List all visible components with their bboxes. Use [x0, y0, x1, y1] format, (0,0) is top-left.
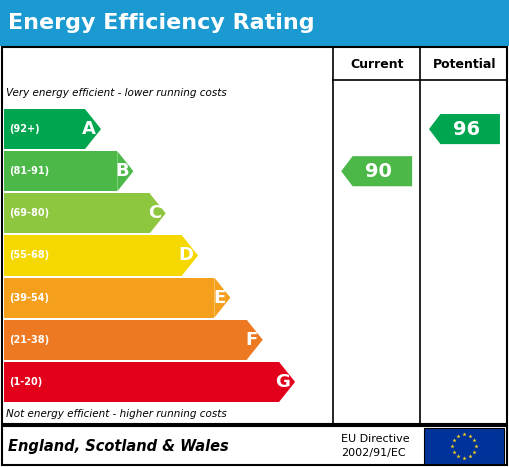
Polygon shape [214, 277, 231, 318]
Text: (69-80): (69-80) [9, 208, 49, 219]
Text: (55-68): (55-68) [9, 250, 49, 261]
Bar [4, 193, 150, 234]
Text: 2002/91/EC: 2002/91/EC [342, 448, 406, 458]
Text: Very energy efficient - lower running costs: Very energy efficient - lower running co… [6, 88, 227, 98]
Polygon shape [341, 156, 412, 186]
Text: B: B [115, 162, 129, 180]
Bar [4, 151, 117, 191]
Text: Potential: Potential [433, 57, 496, 71]
Bar [0, 0, 509, 46]
Bar [2, 426, 507, 465]
Polygon shape [85, 109, 101, 149]
Text: A: A [82, 120, 96, 138]
Text: G: G [275, 373, 290, 391]
Bar [4, 109, 85, 149]
Text: EU Directive: EU Directive [342, 434, 410, 444]
Text: Not energy efficient - higher running costs: Not energy efficient - higher running co… [6, 409, 227, 419]
Text: England, Scotland & Wales: England, Scotland & Wales [8, 439, 229, 453]
Text: Energy Efficiency Rating: Energy Efficiency Rating [8, 13, 315, 33]
Text: C: C [148, 205, 161, 222]
Text: Current: Current [350, 57, 404, 71]
Text: D: D [178, 247, 193, 264]
Bar [4, 277, 214, 318]
Bar [4, 362, 279, 402]
Bar [2, 47, 507, 424]
Polygon shape [150, 193, 166, 234]
Text: E: E [213, 289, 225, 307]
Text: 90: 90 [365, 162, 392, 181]
Bar [4, 320, 247, 360]
Polygon shape [279, 362, 295, 402]
Text: (81-91): (81-91) [9, 166, 49, 176]
Polygon shape [429, 114, 500, 144]
Text: (21-38): (21-38) [9, 335, 49, 345]
Text: F: F [246, 331, 258, 349]
Polygon shape [117, 151, 133, 191]
Text: 96: 96 [453, 120, 480, 139]
Polygon shape [182, 235, 198, 276]
Polygon shape [247, 320, 263, 360]
Text: (92+): (92+) [9, 124, 40, 134]
Bar [4, 235, 182, 276]
Text: (1-20): (1-20) [9, 377, 42, 387]
Bar [424, 428, 504, 464]
Text: (39-54): (39-54) [9, 293, 49, 303]
